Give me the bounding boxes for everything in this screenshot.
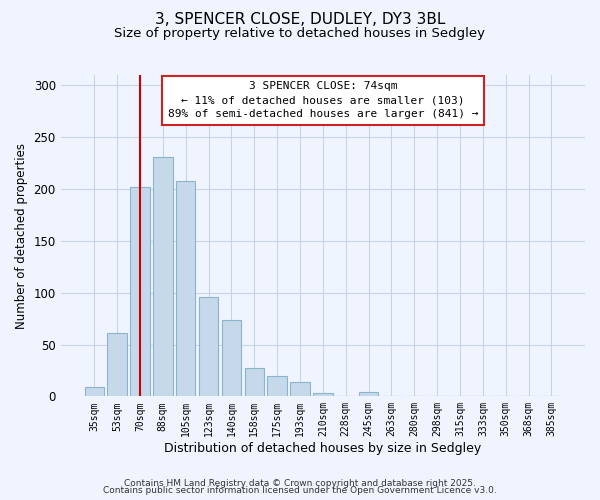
Text: Contains HM Land Registry data © Crown copyright and database right 2025.: Contains HM Land Registry data © Crown c… [124,478,476,488]
Text: 3 SPENCER CLOSE: 74sqm
← 11% of detached houses are smaller (103)
89% of semi-de: 3 SPENCER CLOSE: 74sqm ← 11% of detached… [167,82,478,120]
Bar [85,387,104,396]
Bar [290,382,310,396]
Text: 3, SPENCER CLOSE, DUDLEY, DY3 3BL: 3, SPENCER CLOSE, DUDLEY, DY3 3BL [155,12,445,28]
Text: Contains public sector information licensed under the Open Government Licence v3: Contains public sector information licen… [103,486,497,495]
Bar [313,393,332,396]
Text: Size of property relative to detached houses in Sedgley: Size of property relative to detached ho… [115,28,485,40]
Bar [130,187,149,396]
X-axis label: Distribution of detached houses by size in Sedgley: Distribution of detached houses by size … [164,442,481,455]
Bar [176,180,196,396]
Bar [221,320,241,396]
Bar [199,297,218,396]
Y-axis label: Number of detached properties: Number of detached properties [15,142,28,328]
Bar [245,368,264,396]
Bar [153,157,173,396]
Bar [268,376,287,396]
Bar [107,333,127,396]
Bar [359,392,378,396]
